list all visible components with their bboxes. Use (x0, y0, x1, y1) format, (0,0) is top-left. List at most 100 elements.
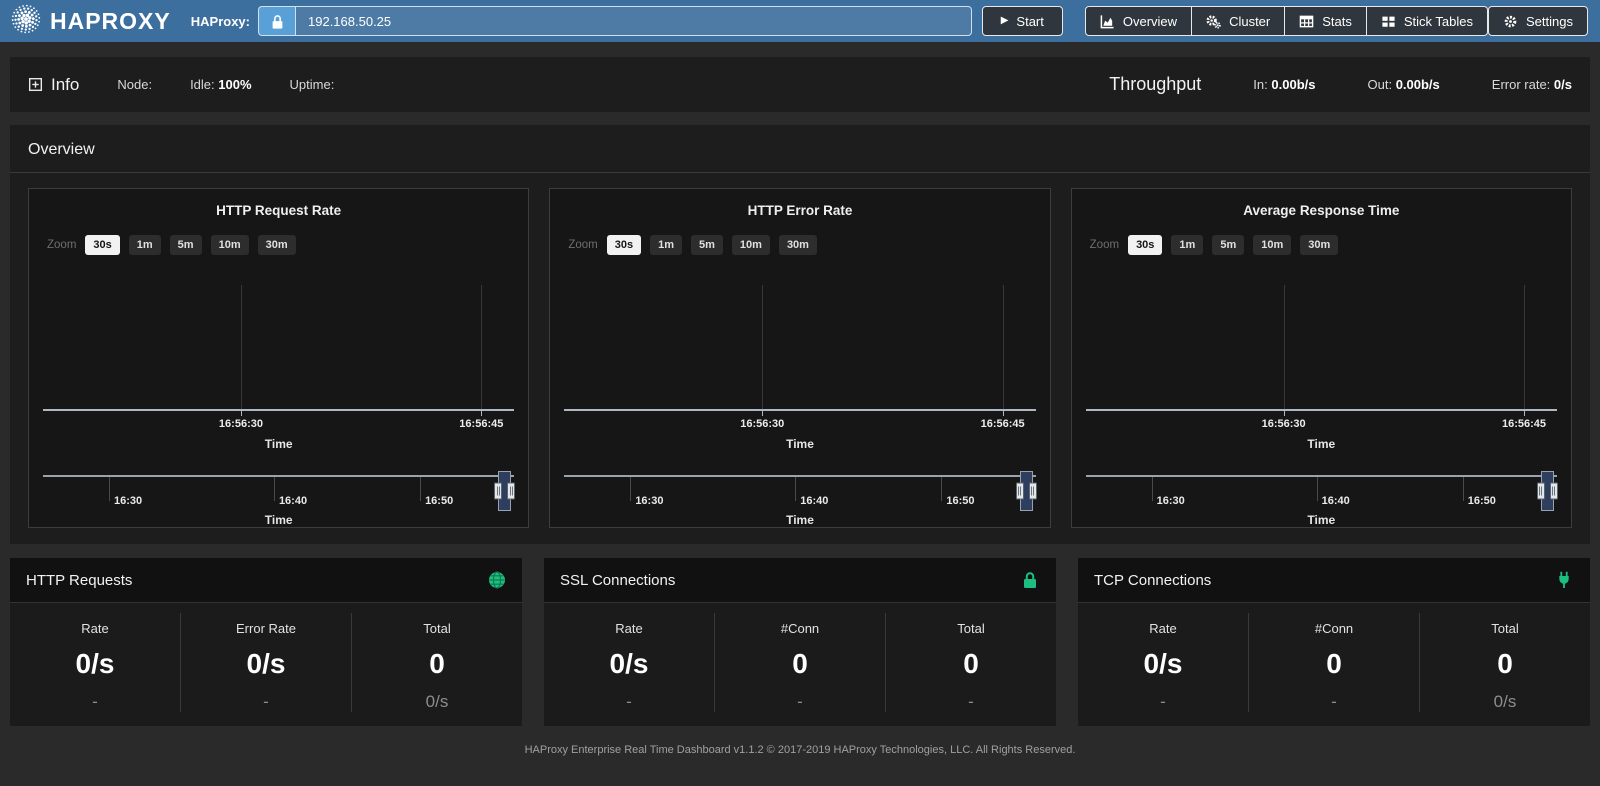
zoom-label: Zoom (568, 239, 598, 251)
zoom-row: Zoom 30s 1m 5m 10m 30m (568, 235, 1031, 255)
stat-label: Rate (615, 621, 643, 636)
zoom-1m-button[interactable]: 1m (128, 235, 161, 255)
navigator-selected-range[interactable] (1536, 471, 1558, 511)
idle-label: Idle: (190, 77, 215, 92)
stat-sub-value: 0/s (1493, 692, 1517, 711)
navigator-selected-range[interactable] (1015, 471, 1037, 511)
x-tick-label: 16:56:30 (1261, 418, 1306, 430)
stick-tables-nav-label: Stick Tables (1403, 13, 1474, 29)
stat-column: Total 0 - (885, 613, 1056, 712)
info-bar: Info Node: Idle: 100% Uptime: Throughput… (10, 57, 1590, 112)
zoom-10m-button[interactable]: 10m (210, 235, 249, 255)
card-title: TCP Connections (1094, 571, 1212, 589)
zoom-5m-button[interactable]: 5m (691, 235, 723, 255)
x-axis-labels: 16:56:30 16:56:45 (564, 418, 1035, 433)
stats-nav-label: Stats (1322, 13, 1352, 29)
grid-icon (1381, 14, 1396, 29)
area-chart-icon (1100, 14, 1115, 29)
stat-sub-value: - (92, 692, 98, 711)
zoom-10m-button[interactable]: 10m (731, 235, 770, 255)
range-navigator[interactable]: 16:30 16:40 16:50 (564, 471, 1037, 513)
throughput-group: Throughput In: 0.00b/s Out: 0.00b/s Erro… (1109, 74, 1572, 95)
haproxy-address-label: HAProxy: (190, 13, 250, 29)
stat-sub-value: - (968, 692, 974, 711)
table-icon (1299, 14, 1314, 29)
zoom-5m-button[interactable]: 5m (169, 235, 202, 255)
navigator-tick-label: 16:40 (1321, 495, 1350, 507)
address-input-group (258, 6, 972, 36)
address-input[interactable] (295, 6, 972, 36)
chart-title: HTTP Request Rate (216, 203, 342, 218)
navigator-tick (941, 477, 943, 501)
info-toggle[interactable]: Info (28, 75, 79, 95)
stat-column: Rate 0/s - (544, 613, 714, 712)
stat-sub-value: - (626, 692, 632, 711)
unlock-icon (270, 14, 285, 29)
out-label: Out: (1367, 77, 1393, 92)
navigator-tick (1462, 477, 1464, 501)
navigator-selected-range[interactable] (494, 471, 516, 511)
stats-cards-row: HTTP Requests Rate 0/s - Error Rate 0/s … (10, 558, 1590, 726)
chart-title: HTTP Error Rate (747, 203, 853, 218)
navigator-right-handle[interactable] (507, 482, 516, 500)
stat-value: 0 (1326, 648, 1342, 679)
x-axis-title: Time (1307, 437, 1336, 451)
stat-value: 0/s (75, 648, 115, 679)
http-requests-card: HTTP Requests Rate 0/s - Error Rate 0/s … (10, 558, 522, 726)
node-label: Node: (117, 77, 153, 92)
navigator-left-handle[interactable] (1015, 482, 1024, 500)
card-body: Rate 0/s - Error Rate 0/s - Total 0 0/s (10, 603, 522, 726)
start-button[interactable]: ▶ Start (981, 6, 1063, 36)
stat-column: Rate 0/s - (1078, 613, 1248, 712)
zoom-1m-button[interactable]: 1m (650, 235, 682, 255)
zoom-row: Zoom 30s 1m 5m 10m 30m (47, 235, 510, 255)
gridline (481, 285, 483, 411)
x-axis-tick (1002, 411, 1004, 416)
zoom-30m-button[interactable]: 30m (257, 235, 296, 255)
brand-text: HAPROXY (50, 7, 171, 34)
zoom-30m-button[interactable]: 30m (778, 235, 817, 255)
x-tick-label: 16:56:30 (740, 418, 785, 430)
navigator-axis-title: Time (1307, 513, 1336, 527)
error-rate: Error rate: 0/s (1492, 77, 1572, 92)
start-button-label: Start (1016, 13, 1044, 29)
x-axis-tick (1523, 411, 1525, 416)
settings-button[interactable]: Settings (1488, 6, 1588, 36)
stat-label: Rate (81, 621, 109, 636)
overview-nav-button[interactable]: Overview (1084, 6, 1193, 36)
section-divider (10, 172, 1590, 173)
navigator-tick (1151, 477, 1153, 501)
stick-tables-nav-button[interactable]: Stick Tables (1366, 6, 1489, 36)
charts-row: HTTP Request Rate Zoom 30s 1m 5m 10m 30m… (28, 188, 1572, 528)
zoom-30m-button[interactable]: 30m (1300, 235, 1339, 255)
navigator-left-handle[interactable] (1536, 482, 1545, 500)
range-navigator[interactable]: 16:30 16:40 16:50 (1085, 471, 1558, 513)
navigator-right-handle[interactable] (1549, 482, 1558, 500)
navbar: HAPROXY HAProxy: ▶ Start Overview Cluste… (0, 0, 1600, 42)
play-icon: ▶ (1000, 15, 1009, 26)
x-axis-tick (1283, 411, 1285, 416)
navigator-left-handle[interactable] (494, 482, 503, 500)
range-navigator[interactable]: 16:30 16:40 16:50 (43, 471, 516, 513)
x-axis-title: Time (264, 437, 293, 451)
zoom-10m-button[interactable]: 10m (1253, 235, 1292, 255)
stat-column: Error Rate 0/s - (180, 613, 351, 712)
zoom-30s-button[interactable]: 30s (1128, 235, 1163, 255)
gridline (762, 285, 764, 411)
lock-button[interactable] (258, 6, 295, 36)
cluster-nav-button[interactable]: Cluster (1192, 6, 1286, 36)
stat-value: 0 (429, 648, 445, 679)
overview-nav-label: Overview (1122, 13, 1178, 29)
navigator-axis-line (43, 475, 515, 477)
zoom-30s-button[interactable]: 30s (606, 235, 642, 255)
zoom-5m-button[interactable]: 5m (1212, 235, 1245, 255)
zoom-1m-button[interactable]: 1m (1171, 235, 1204, 255)
stats-nav-button[interactable]: Stats (1285, 6, 1367, 36)
stat-column: #Conn 0 - (1248, 613, 1419, 712)
stat-label: Total (423, 621, 451, 636)
gridline (1283, 285, 1285, 411)
zoom-label: Zoom (47, 239, 77, 251)
navigator-right-handle[interactable] (1028, 482, 1037, 500)
navigator-axis-line (564, 475, 1036, 477)
zoom-30s-button[interactable]: 30s (85, 235, 120, 255)
